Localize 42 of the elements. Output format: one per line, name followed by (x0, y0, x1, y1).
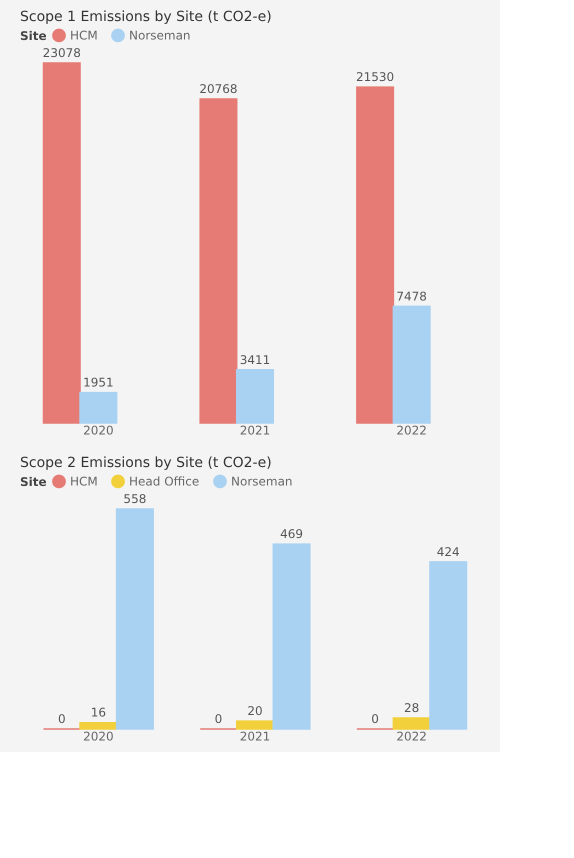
data-label: 20 (247, 704, 263, 718)
chart-title: Scope 1 Emissions by Site (t CO2-e) (20, 9, 272, 25)
chart-title: Scope 2 Emissions by Site (t CO2-e) (20, 455, 272, 471)
bar (392, 717, 431, 730)
bar (272, 543, 311, 730)
data-label: 21530 (356, 70, 394, 84)
data-label: 469 (280, 527, 304, 542)
legend-label: HCM (70, 474, 98, 488)
x-tick-label: 2022 (396, 424, 427, 438)
bar (42, 62, 81, 424)
data-label: 0 (214, 712, 222, 726)
legend-label: Norseman (129, 28, 191, 42)
x-tick-label: 2020 (83, 730, 114, 744)
bar (236, 720, 274, 730)
bar (199, 98, 238, 424)
x-tick-label: 2021 (240, 424, 270, 438)
data-label: 1951 (83, 376, 114, 390)
data-label: 0 (58, 712, 66, 726)
data-label: 23078 (42, 46, 81, 60)
legend-label: Norseman (231, 474, 293, 488)
data-label: 0 (371, 712, 379, 726)
legend-title: Site (20, 29, 47, 43)
bar (429, 561, 468, 730)
x-tick-label: 2022 (396, 730, 427, 744)
bar (356, 86, 394, 424)
x-tick-label: 2020 (83, 424, 114, 438)
data-label: 424 (436, 544, 460, 559)
bar (79, 392, 118, 424)
data-label: 558 (123, 492, 146, 506)
legend-label: Head Office (129, 474, 200, 488)
data-label: 16 (90, 706, 106, 720)
bar (79, 722, 118, 730)
data-label: 3411 (240, 352, 270, 367)
data-label: 28 (404, 700, 420, 715)
bar (236, 369, 274, 424)
data-label: 7478 (396, 289, 427, 304)
x-tick-label: 2021 (240, 730, 270, 744)
bar (392, 306, 431, 424)
legend-title: Site (20, 475, 47, 489)
data-label: 20768 (199, 82, 238, 96)
bar (116, 508, 154, 730)
legend-label: HCM (70, 28, 98, 42)
